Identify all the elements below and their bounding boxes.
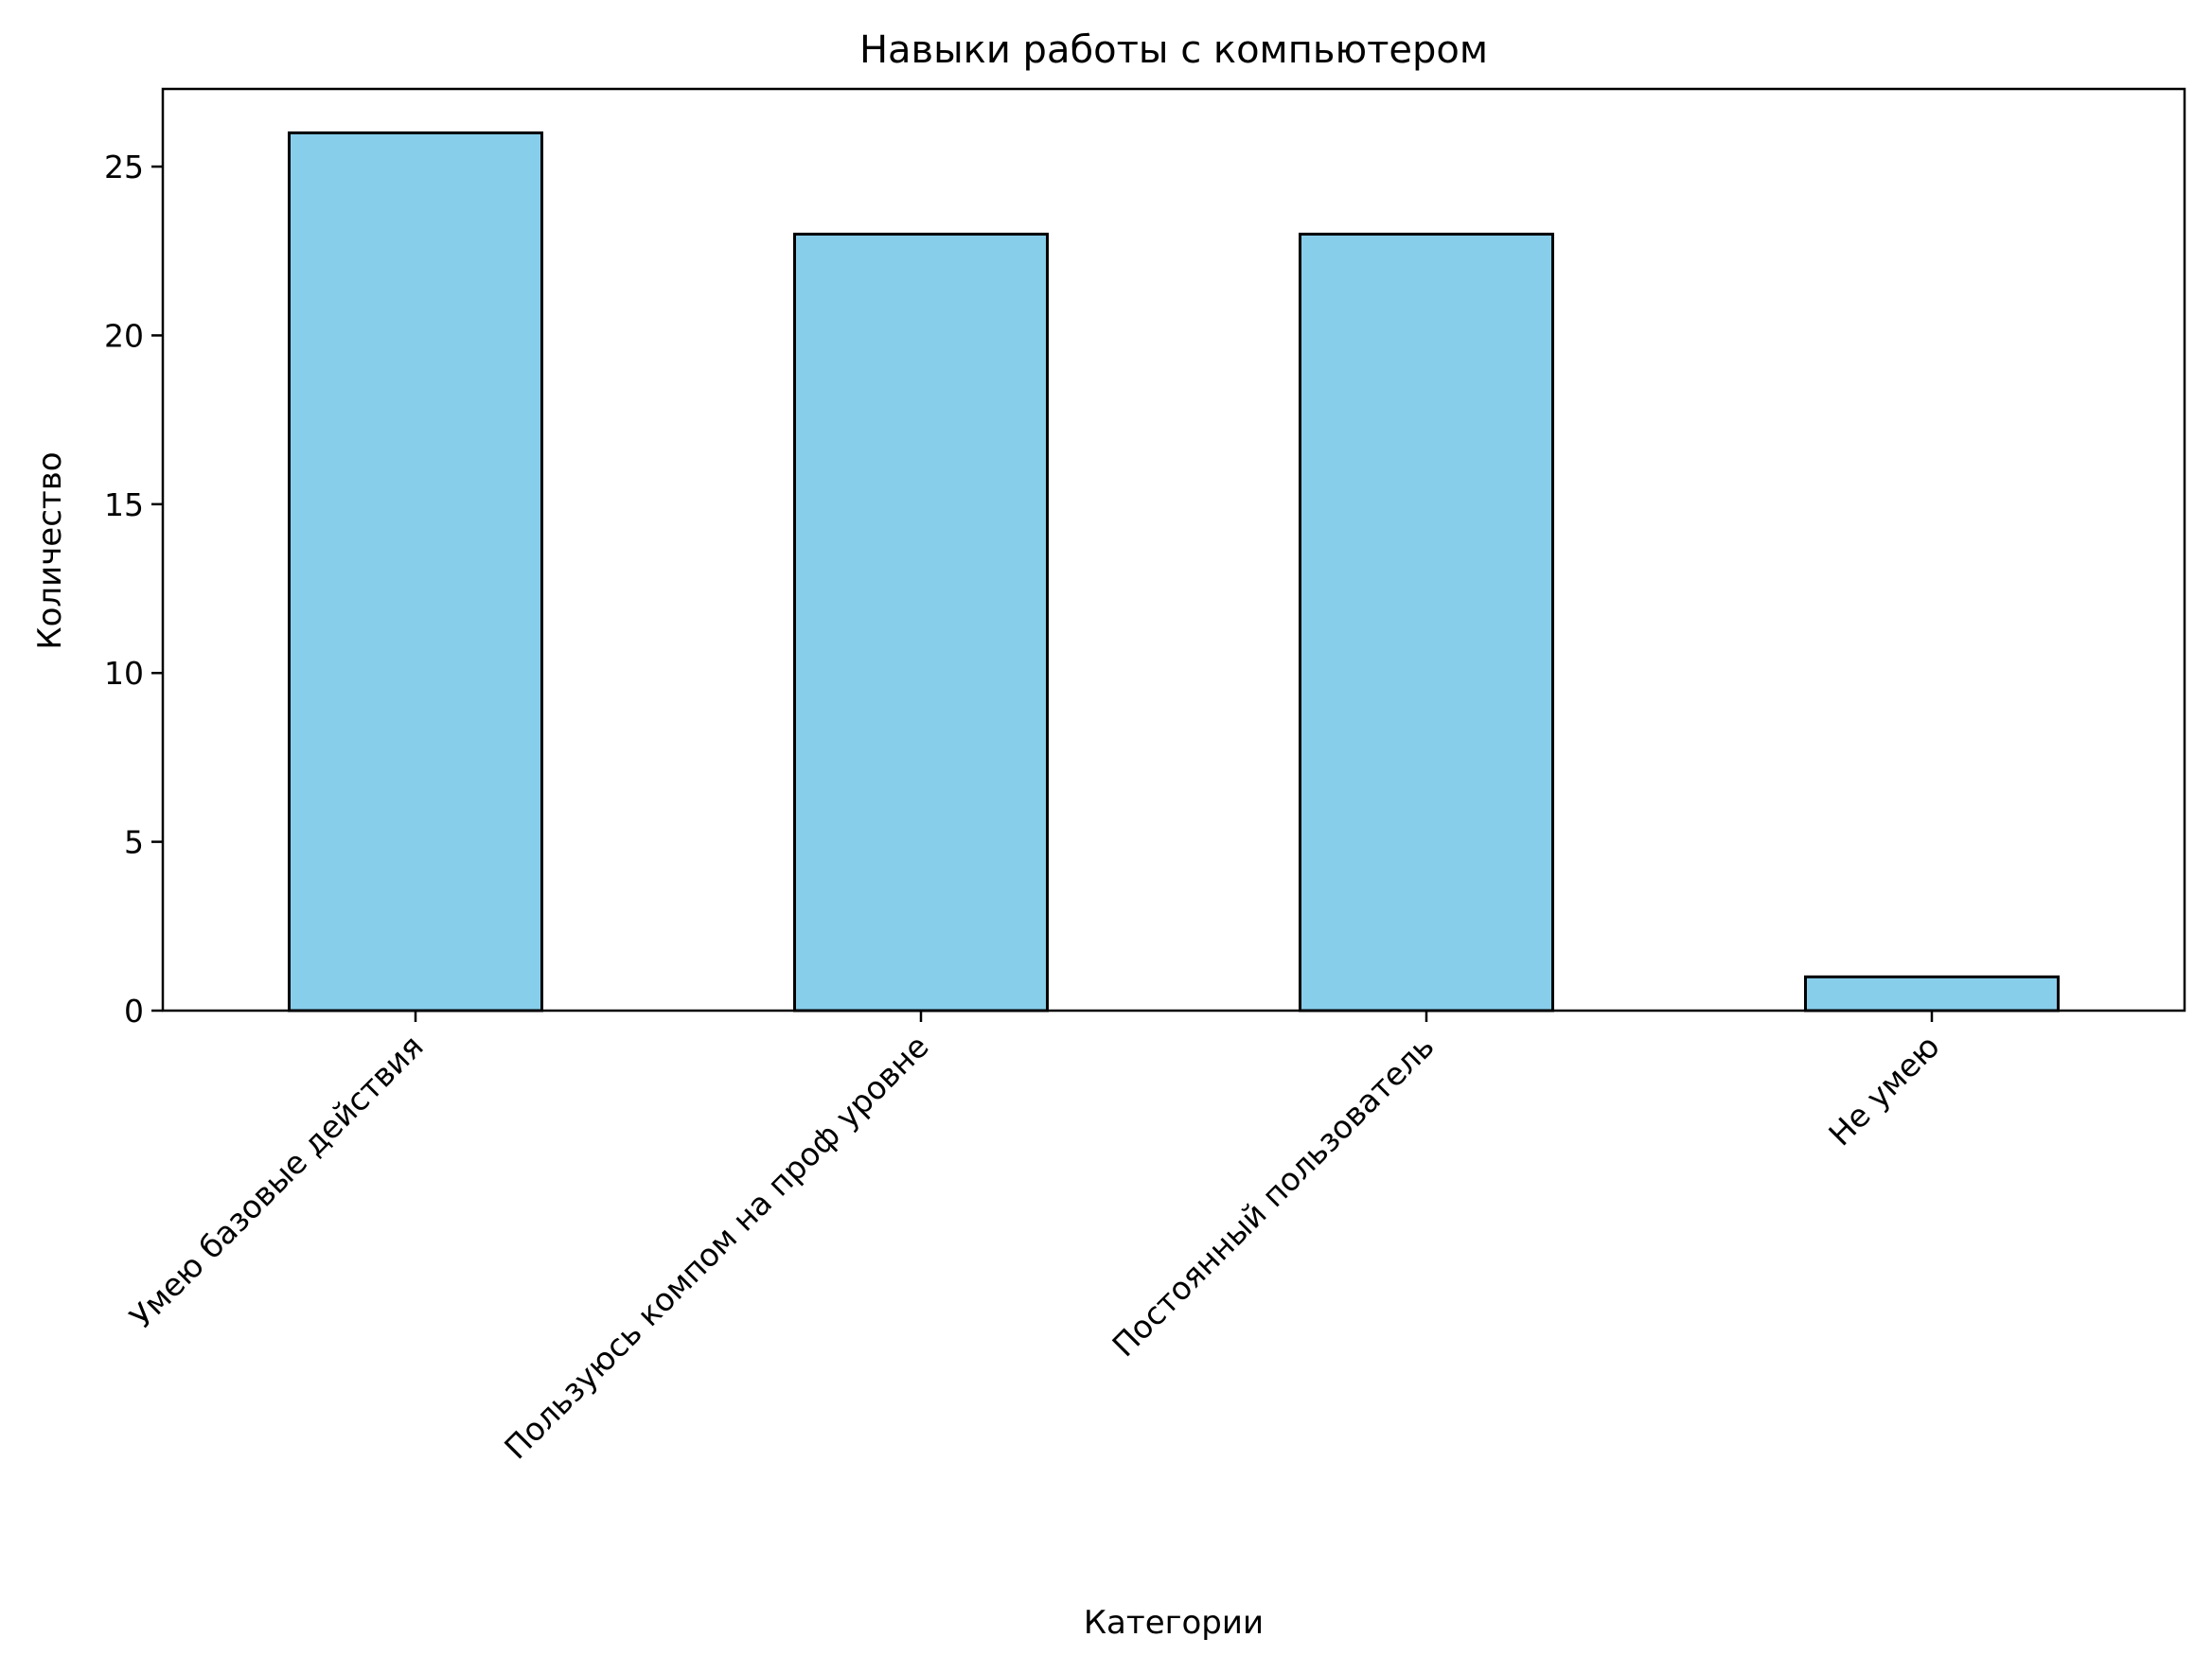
y-tick-label: 20 [104, 317, 144, 354]
y-tick-label: 5 [124, 824, 144, 861]
bar [1804, 975, 2060, 1013]
plot-frame [161, 87, 2186, 1013]
bar [288, 131, 543, 1013]
y-tick-label: 10 [104, 655, 144, 692]
bar [793, 232, 1049, 1013]
y-axis-label: Количество [31, 451, 69, 649]
y-tick-label: 0 [124, 993, 144, 1030]
y-tick-label: 25 [104, 149, 144, 185]
x-axis-label: Категории [1084, 1604, 1264, 1642]
bar [1299, 232, 1554, 1013]
y-tick-label: 15 [104, 486, 144, 523]
chart-title: Навыки работы с компьютером [859, 28, 1488, 72]
